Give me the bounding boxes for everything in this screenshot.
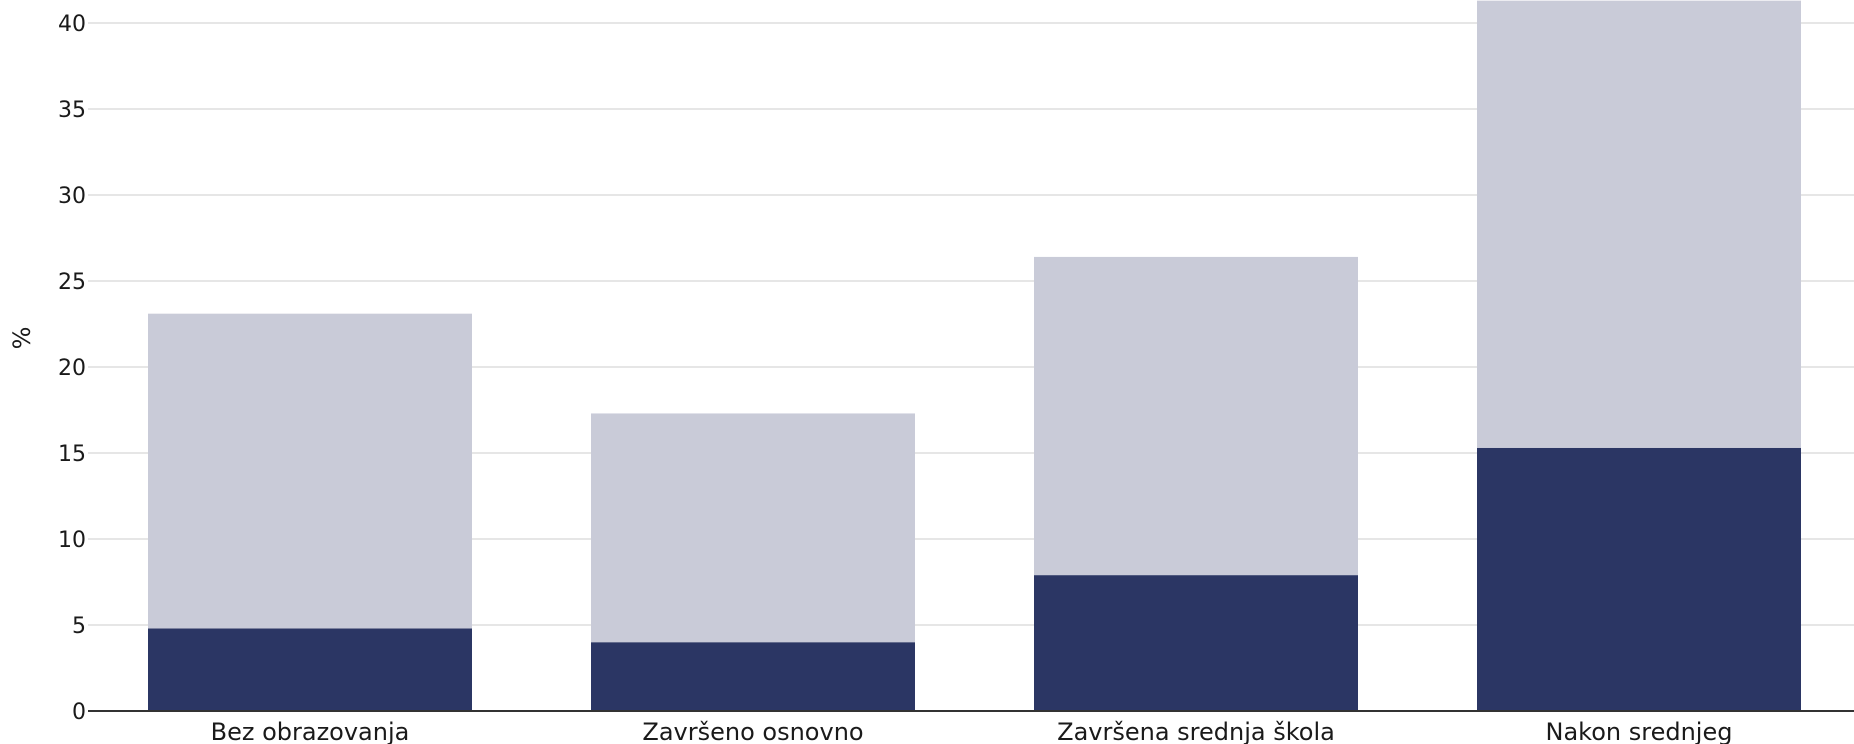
bars: [148, 0, 1801, 711]
y-tick-label: 5: [72, 614, 86, 639]
bar-segment-2-3: [1034, 256, 1358, 576]
bar-segment-1-1: [148, 628, 472, 711]
bar-segment-2-1: [148, 313, 472, 629]
bar-segment-1-3: [1034, 575, 1358, 711]
y-tick-label: 35: [58, 98, 86, 123]
bar-segment-2-2: [591, 413, 915, 643]
x-tick-label: Završeno osnovno: [642, 718, 863, 744]
y-tick-label: 30: [58, 184, 86, 209]
y-tick-label: 10: [58, 528, 86, 553]
y-tick-label: 15: [58, 442, 86, 467]
y-tick-label: 25: [58, 270, 86, 295]
bar-segment-1-2: [591, 642, 915, 711]
bar-segment-2-4: [1477, 0, 1801, 448]
x-tick-label: Bez obrazovanja: [211, 718, 410, 744]
x-tick-label: Završena srednja škola: [1057, 718, 1335, 744]
y-tick-label: 40: [58, 12, 86, 37]
y-tick-label: 0: [72, 700, 86, 725]
x-axis-labels: Bez obrazovanja Završeno osnovno Završena …: [211, 718, 1733, 744]
y-axis-title: %: [8, 327, 36, 350]
x-tick-label: Nakon srednjeg: [1546, 718, 1733, 744]
y-tick-label: 20: [58, 356, 86, 381]
bar-segment-1-4: [1477, 447, 1801, 711]
y-axis-ticks: 0 5 10 15 20 25 30 35 40: [58, 12, 86, 725]
